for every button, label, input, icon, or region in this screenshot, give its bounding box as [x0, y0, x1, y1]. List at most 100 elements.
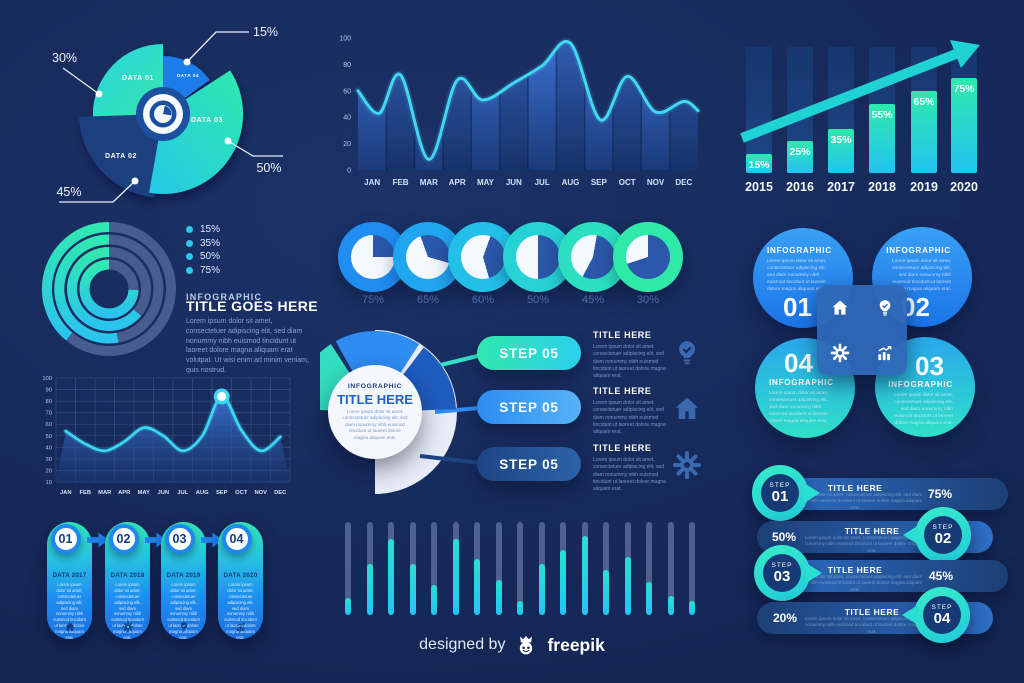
home-capsule-icon [47, 621, 92, 633]
step-badge-number: 01 [771, 488, 789, 505]
y-tick-label: 10 [46, 480, 52, 486]
clover-number: 04 [784, 348, 813, 378]
x-tick-label: SEP [216, 490, 228, 496]
concentric-rings-chart [42, 222, 176, 356]
x-tick-label: MAR [98, 490, 112, 496]
rings-kicker-label: INFOGRAPHIC [186, 292, 263, 302]
step-pill: STEP 05 [477, 447, 581, 481]
footer: designed by freepik [0, 633, 1024, 657]
step-badge-number: 03 [773, 568, 791, 585]
wedge-label: DATA 01 [122, 75, 154, 82]
y-tick-label: 20 [343, 141, 351, 148]
mini-bar-track [603, 522, 609, 615]
segmented-pie-chart: DATA 01 DATA 04 DATA 03 DATA 02 30% 15% 50% 45% [52, 25, 283, 203]
mini-bar-fill [431, 585, 437, 615]
line-path [64, 395, 282, 453]
clover-lorem: Lorem ipsum dolor sit amet, consectetuer… [769, 391, 829, 424]
legend-item: 50% [186, 251, 220, 262]
step-row-lorem: Lorem ipsum dolor sit amet, consectetuer… [804, 616, 940, 634]
step-badge: STEP 04 [914, 587, 970, 643]
wedge-label: DATA 02 [105, 153, 137, 160]
year-bar-track: 35% [828, 47, 854, 173]
x-tick-label: DEC [675, 178, 692, 187]
mini-bar-fill [409, 564, 416, 615]
pie-badge-percent: 75% [361, 294, 385, 306]
legend-item: 15% [186, 224, 220, 235]
gear-entry-icon [672, 450, 702, 485]
callout-percent: 30% [52, 51, 77, 65]
timer-icon [163, 105, 172, 116]
gear-cell [830, 343, 850, 363]
capsule-number-badge: 04 [221, 524, 252, 554]
rings-lorem: Lorem ipsum dolor sit amet, consectetuer… [186, 318, 309, 374]
step-entry-title: TITLE HERE [593, 330, 652, 340]
x-tick-label: APR [118, 490, 131, 496]
callout-dot [183, 58, 191, 66]
legend-item: 35% [186, 238, 220, 249]
home-icon [832, 300, 847, 315]
capsule-title: DATA 2018 [110, 572, 145, 579]
mini-bar-fill [689, 601, 695, 615]
line-area-fill [56, 396, 290, 482]
step-entry-title: TITLE HERE [593, 443, 652, 453]
pie-badge-percent: 45% [581, 294, 605, 306]
chart-capsule-icon [218, 621, 263, 633]
y-tick-label: 80 [46, 399, 52, 405]
step-badge-word: STEP [931, 604, 953, 611]
capsule-number-badge: 03 [164, 524, 195, 554]
pie-badge-percent: 30% [636, 294, 660, 306]
step-badge-inner: STEP 02 [924, 516, 962, 554]
gear-icon [830, 343, 849, 362]
callout-dot [224, 137, 232, 145]
y-tick-label: 60 [343, 88, 351, 95]
y-tick-label: 40 [46, 445, 52, 451]
legend-dot-icon [186, 253, 193, 260]
step-badge-inner: STEP 04 [923, 596, 961, 634]
wedge-label: DATA 04 [177, 73, 199, 78]
callout-percent: 15% [253, 25, 278, 39]
clover-diagram: INFOGRAPHIC Lorem ipsum dolor sit amet, c… [745, 222, 1017, 460]
x-tick-label: JUL [177, 490, 188, 496]
legend-label: 15% [200, 224, 221, 235]
step-entry: TITLE HERE Lorem ipsum dolor sit amet, co… [593, 330, 675, 380]
x-tick-label: MAY [477, 178, 495, 187]
pie-badge [338, 222, 408, 292]
mini-bar-fill [345, 598, 351, 615]
step-pill: STEP 05 [477, 336, 581, 370]
grid-line-chart: 10 20 30 40 50 60 70 80 90 100 JAN FEB MAR APR MAY JUN J… [42, 376, 291, 496]
mini-bar-track [624, 522, 631, 615]
ring-progress-arc [54, 234, 119, 344]
home-icon [65, 622, 74, 631]
pie-badge-pie [351, 235, 395, 279]
mini-bar-fill [624, 557, 631, 615]
x-tick-label: JUN [157, 490, 169, 496]
clover-kicker: INFOGRAPHIC [888, 380, 953, 389]
arc-segment-teal [320, 344, 353, 412]
step-badge-word: STEP [769, 482, 791, 489]
year-bar-track: 25% [787, 47, 813, 173]
steps-kicker: INFOGRAPHIC [347, 382, 403, 390]
mini-bar-track [431, 522, 437, 615]
mini-bar-track [474, 522, 480, 615]
x-tick-label: NOV [647, 178, 665, 187]
callout-dot [131, 177, 139, 185]
mini-bar-fill [603, 570, 609, 615]
step-row-percent: 50% [771, 530, 797, 544]
freepik-logo-icon [520, 636, 533, 655]
steps-center-circle: INFOGRAPHIC TITLE HERE Lorem ipsum dolor… [328, 365, 422, 459]
step-badge-number: 02 [934, 530, 952, 547]
x-tick-label: FEB [393, 178, 409, 187]
callout-percent: 50% [256, 161, 281, 175]
mini-bar-track [495, 522, 502, 615]
y-tick-label: 0 [347, 168, 351, 175]
year-bar-percent: 35% [830, 134, 852, 146]
step-row-lorem: Lorem ipsum dolor sit amet, consectetuer… [804, 535, 940, 553]
mini-bar-fill [452, 539, 459, 615]
wedge-data-02 [79, 114, 163, 198]
concentric-rings-block: 15% 35% 50% 75% INFOGRAPHIC TITLE GOES HERE… [38, 218, 318, 374]
year-bar-percent: 55% [871, 109, 893, 121]
step-entry: TITLE HERE Lorem ipsum dolor sit amet, co… [593, 443, 675, 493]
step-pill: STEP 05 [477, 390, 581, 424]
legend-dot-icon [186, 266, 193, 274]
mini-bar-fill [560, 550, 566, 615]
